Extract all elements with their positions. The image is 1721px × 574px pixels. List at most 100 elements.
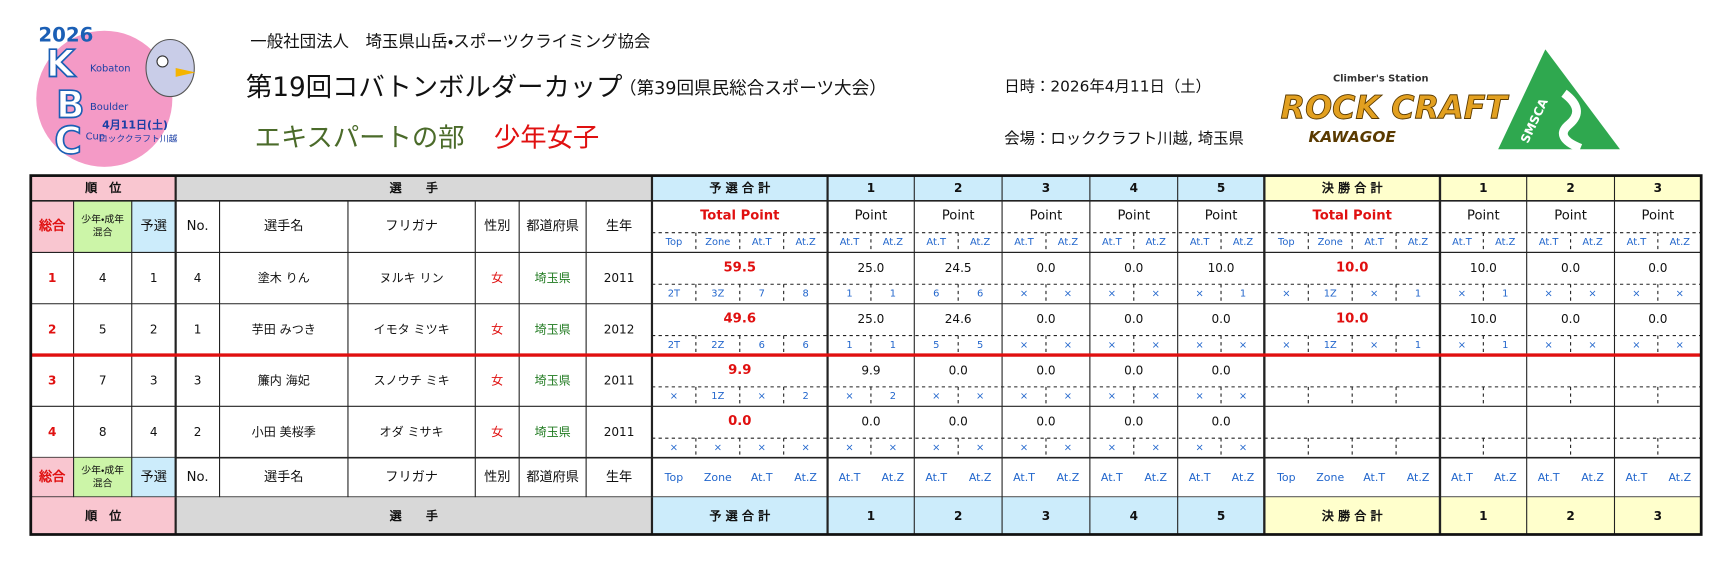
problem-band	[1177, 175, 1265, 201]
final-attempt: ×	[1588, 288, 1596, 299]
cell-mixed: 4	[99, 271, 107, 285]
final-attempt: ×	[1545, 288, 1553, 299]
problem-point: 0.0	[1124, 312, 1143, 326]
qual-group: 予 選 合 計	[709, 508, 770, 523]
problem-label: At.T	[1013, 471, 1035, 484]
problem-attempt: ×	[1020, 442, 1028, 453]
problem-label: At.T	[840, 237, 861, 248]
cell-qual-rank: 3	[150, 374, 158, 388]
sub-header: 少年・成年	[81, 213, 124, 226]
cell-mixed: 8	[99, 425, 107, 439]
problem-point: 24.5	[945, 261, 972, 275]
qual-detail: 8	[802, 288, 808, 299]
qual-detail: 1Z	[711, 391, 724, 402]
problem-head: 2	[954, 181, 962, 195]
qual-group: 予 選 合 計	[709, 180, 770, 195]
problem-point: 9.9	[861, 363, 880, 377]
problem-attempt: ×	[1152, 442, 1160, 453]
qual-band	[651, 175, 828, 201]
cell-year: 2012	[604, 322, 635, 336]
cell-mixed: 5	[99, 322, 107, 336]
problem-head: 1	[867, 181, 875, 195]
problem-band	[827, 497, 915, 535]
kbc-place: ロッククラフト川越	[99, 132, 178, 144]
final-detail: 1Z	[1324, 288, 1337, 299]
cell-pref: 埼玉県	[535, 271, 571, 285]
qual-detail: ×	[758, 391, 766, 402]
problem-head: 1	[867, 509, 875, 523]
cell-sex: 女	[491, 322, 503, 336]
qual-detail: 3Z	[711, 288, 724, 299]
sub-header: 混合	[93, 226, 113, 239]
problem-head: 3	[1042, 509, 1050, 523]
sub-header: フリガナ	[385, 469, 438, 485]
cell-mixed: 7	[99, 374, 107, 388]
cell-sex: 女	[491, 271, 503, 285]
final-attempt: ×	[1458, 288, 1466, 299]
qual-detail: 2T	[668, 340, 681, 351]
cell-qual-rank: 2	[150, 322, 158, 336]
player-band	[175, 175, 652, 201]
problem-label: At.T	[1190, 237, 1211, 248]
title: 第19回コバトンボルダーカップ	[246, 73, 623, 103]
total-point: Total Point	[1312, 209, 1391, 224]
problem-label: At.T	[1538, 471, 1560, 484]
final-point: 0.0	[1561, 261, 1580, 275]
final-problem-band	[1439, 497, 1527, 535]
point-head: Point	[1467, 209, 1500, 224]
final-problem-head: 1	[1479, 509, 1487, 523]
qual-label: At.T	[752, 237, 773, 248]
problem-attempt: ×	[889, 442, 897, 453]
problem-label: At.T	[1539, 237, 1560, 248]
sub-header: 都道府県	[526, 469, 579, 485]
qual-detail: ×	[714, 442, 722, 453]
problem-attempt: ×	[1064, 288, 1072, 299]
problem-label: At.T	[1452, 237, 1473, 248]
problem-point: 0.0	[1124, 261, 1143, 275]
sub-header: 総合	[38, 217, 66, 234]
problem-attempt: ×	[1108, 391, 1116, 402]
qual-label: Top	[1277, 237, 1295, 248]
problem-head: 4	[1130, 509, 1138, 523]
total-point: Total Point	[700, 209, 779, 224]
problem-point: 10.0	[1208, 261, 1235, 275]
qual-label: At.T	[751, 471, 773, 484]
problem-point: 0.0	[1124, 363, 1143, 377]
qual-label: Top	[1276, 471, 1296, 484]
problem-head: 2	[954, 509, 962, 523]
qual-detail: ×	[670, 442, 678, 453]
cell-kana: イモタ ミツキ	[374, 322, 450, 336]
point-head: Point	[1205, 209, 1238, 224]
final-point: 10.0	[1470, 261, 1497, 275]
problem-attempt: 1	[846, 340, 852, 351]
final-point: 0.0	[1561, 312, 1580, 326]
problem-band	[1089, 175, 1178, 201]
problem-attempt: 2	[890, 391, 896, 402]
problem-attempt: ×	[976, 442, 984, 453]
problem-head: 5	[1217, 181, 1225, 195]
final-attempt: ×	[1632, 340, 1640, 351]
problem-point: 0.0	[1036, 312, 1055, 326]
kbc-logo	[36, 30, 196, 167]
cell-qual-rank: 1	[150, 271, 158, 285]
problem-attempt: ×	[976, 391, 984, 402]
problem-head: 3	[1042, 181, 1050, 195]
cell-rank: 4	[48, 425, 56, 439]
kobaton-bird	[145, 38, 195, 98]
sub-header: 性別	[484, 469, 510, 485]
sub-header-bg	[131, 200, 176, 253]
problem-attempt: ×	[1239, 391, 1247, 402]
organization: 一般社団法人 埼玉県山岳・スポーツクライミング協会	[250, 32, 650, 51]
qual-detail: ×	[758, 442, 766, 453]
sub-header: 総合	[38, 468, 66, 485]
problem-band	[914, 497, 1003, 535]
problem-head: 4	[1130, 181, 1138, 195]
final-problem-head: 3	[1654, 181, 1662, 195]
problem-point: 25.0	[857, 312, 884, 326]
qual-label: At.Z	[795, 237, 816, 248]
cell-name: 簾内 海妃	[258, 373, 310, 388]
qual-detail: 2	[802, 391, 808, 402]
problem-label: At.T	[839, 471, 861, 484]
